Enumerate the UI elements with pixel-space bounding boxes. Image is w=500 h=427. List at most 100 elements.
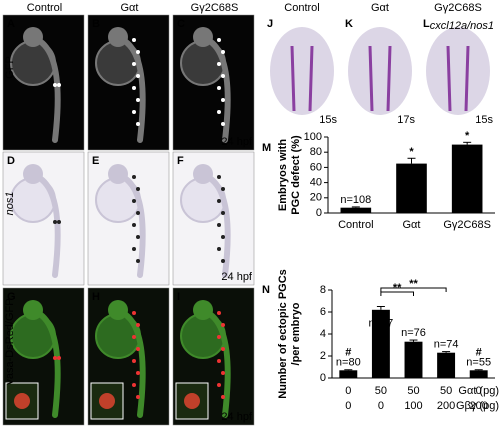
pgc — [132, 335, 136, 339]
x-row-label: Gβγ (pg) — [456, 400, 499, 412]
panel-letter: F — [177, 155, 184, 167]
pgc — [132, 110, 136, 114]
significance-mark: # — [345, 347, 351, 359]
y-tick-label: 0 — [316, 207, 322, 219]
pgc — [221, 371, 225, 375]
panel-letter: B — [92, 18, 100, 30]
head — [23, 300, 43, 320]
bracket — [380, 291, 414, 296]
pgc — [132, 199, 136, 203]
pgc — [132, 175, 136, 179]
pgc — [136, 323, 140, 327]
embryo-tail — [35, 310, 61, 418]
stripe — [290, 45, 314, 112]
inset-cell — [14, 393, 30, 409]
pgc — [221, 122, 225, 126]
pgc — [217, 383, 221, 387]
y-axis-label: /per embryo — [290, 302, 302, 365]
x-tick-label: Gγ2C68S — [443, 219, 491, 231]
pgc — [217, 359, 221, 363]
value-label: n=76 — [401, 327, 426, 339]
pgc — [53, 220, 57, 224]
significance-mark: # — [476, 347, 482, 359]
y-tick-label: 6 — [320, 306, 326, 318]
stage-label: 15s — [319, 114, 337, 126]
bar — [437, 352, 456, 378]
head — [193, 300, 213, 320]
pgc — [221, 187, 225, 191]
pgc — [132, 86, 136, 90]
pgc — [57, 220, 61, 224]
pgc — [57, 83, 61, 87]
pgc — [136, 98, 140, 102]
panel-letter: K — [345, 18, 353, 30]
bracket — [380, 287, 447, 292]
pgc — [221, 395, 225, 399]
pgc — [217, 62, 221, 66]
embryo-tail — [205, 310, 231, 418]
row-label: GFP — [4, 56, 16, 79]
y-tick-label: 100 — [304, 131, 322, 143]
row-label: nos1 — [4, 192, 16, 216]
pgc — [217, 110, 221, 114]
pgc — [136, 235, 140, 239]
pgc — [136, 122, 140, 126]
pgc — [132, 62, 136, 66]
y-tick-label: 2 — [320, 350, 326, 362]
bracket-label: ** — [409, 278, 418, 290]
value-label: n=77 — [369, 318, 394, 330]
y-tick-label: 40 — [310, 177, 322, 189]
bar — [340, 207, 372, 213]
x-row-value: 0 — [476, 385, 482, 397]
pgc — [53, 356, 57, 360]
significance-mark: * — [409, 146, 414, 158]
stage-label: 15s — [475, 114, 493, 126]
value-label: n=80 — [336, 357, 361, 369]
stripe — [368, 45, 392, 112]
x-row-value: 0 — [378, 400, 384, 412]
pgc — [221, 98, 225, 102]
bar — [451, 144, 483, 213]
pgc — [221, 235, 225, 239]
pgc — [136, 74, 140, 78]
stripe — [446, 45, 470, 112]
panel-letter: E — [92, 155, 99, 167]
x-row-value: 200 — [437, 400, 455, 412]
embryo-tail — [205, 174, 231, 278]
pgc — [132, 223, 136, 227]
head — [23, 27, 43, 47]
embryo-tail — [35, 174, 61, 278]
column-header: Gγ2C68S — [434, 2, 482, 14]
pgc — [136, 50, 140, 54]
pgc — [217, 223, 221, 227]
y-tick-label: 20 — [310, 192, 322, 204]
pgc — [217, 175, 221, 179]
panel-letter: N — [262, 284, 270, 296]
pgc — [53, 83, 57, 87]
head — [108, 164, 128, 184]
pgc — [217, 247, 221, 251]
panel-letter: I — [177, 291, 180, 303]
pgc — [136, 187, 140, 191]
pgc — [217, 38, 221, 42]
x-row-value: 100 — [404, 400, 422, 412]
embryo-tail — [35, 37, 61, 143]
y-tick-label: 0 — [320, 372, 326, 384]
pgc — [221, 259, 225, 263]
y-tick-label: 8 — [320, 284, 326, 296]
panel-letter: L — [423, 18, 430, 30]
x-row-value: 200 — [470, 400, 488, 412]
embryo-tail — [120, 37, 146, 143]
column-header: Gγ2C68S — [191, 2, 239, 14]
pgc — [136, 371, 140, 375]
panel-letter: J — [267, 18, 273, 30]
pgc — [221, 323, 225, 327]
x-row-value: 50 — [375, 385, 387, 397]
column-header: Gαt — [371, 2, 389, 14]
x-row-label: Gαt (pg) — [458, 385, 499, 397]
head — [108, 300, 128, 320]
x-row-value: 0 — [345, 385, 351, 397]
head — [23, 164, 43, 184]
column-header: Control — [284, 2, 319, 14]
